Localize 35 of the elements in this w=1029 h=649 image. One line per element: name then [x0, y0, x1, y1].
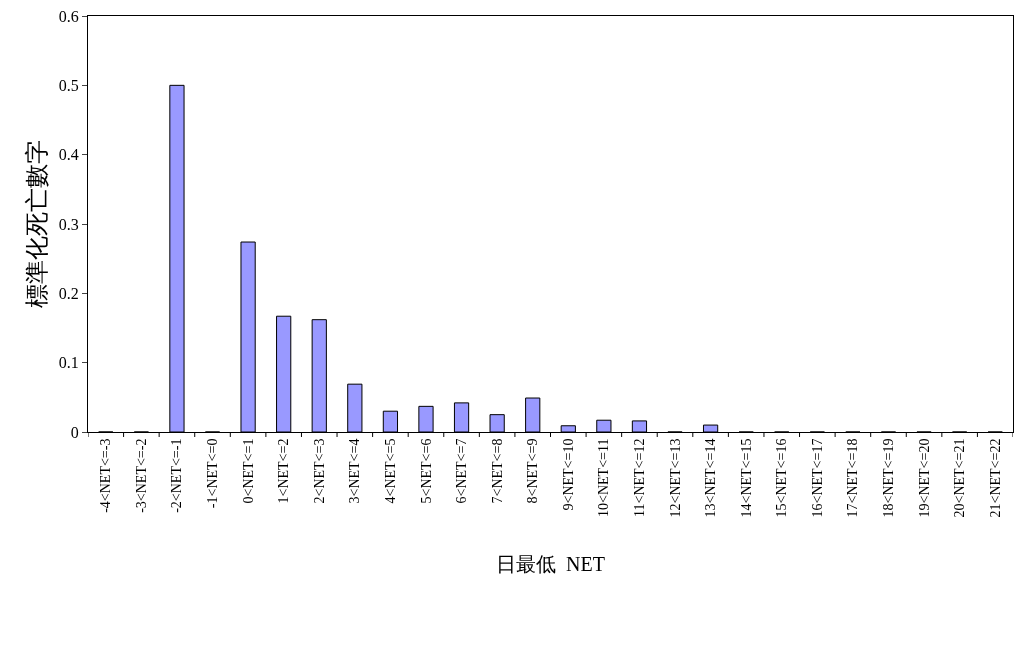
x-tick-label: 0<NET<=1 [240, 438, 256, 504]
x-tick-label: 3<NET<=4 [347, 438, 363, 504]
x-tick-label: 16<NET<=17 [809, 438, 825, 518]
y-tick-label: 0.4 [58, 146, 79, 164]
x-tick-label: 11<NET<=12 [631, 438, 647, 517]
x-axis-title: 日最低 NET [496, 553, 605, 576]
x-tick-label: -3<NET<=-2 [133, 438, 149, 513]
x-tick-label: 18<NET<=19 [881, 438, 897, 518]
x-tick-label: -2<NET<=-1 [169, 438, 185, 513]
x-tick-label: 10<NET<=11 [596, 438, 612, 517]
x-tick-label: 7<NET<=8 [489, 438, 505, 504]
x-tick-label: 4<NET<=5 [382, 438, 398, 504]
y-tick-label: 0.5 [58, 76, 79, 94]
y-tick-label: 0.6 [58, 7, 79, 25]
y-tick-label: 0.3 [58, 215, 79, 233]
x-tick-label: -4<NET<=-3 [98, 438, 114, 513]
y-axis-title: 標準化死亡數字 [23, 140, 50, 308]
x-tick-label: 21<NET<=22 [987, 438, 1003, 518]
x-tick-label: 14<NET<=15 [738, 438, 754, 518]
x-tick-label: 5<NET<=6 [418, 438, 434, 504]
x-tick-label: 15<NET<=16 [774, 438, 790, 518]
x-tick-label: 17<NET<=18 [845, 438, 861, 518]
x-tick-label: 13<NET<=14 [703, 438, 719, 518]
y-tick-label: 0 [70, 423, 79, 441]
y-tick-label: 0.2 [58, 284, 79, 302]
x-tick-label: 20<NET<=21 [952, 438, 968, 518]
x-tick-label: 19<NET<=20 [916, 438, 932, 518]
x-tick-label: 1<NET<=2 [276, 438, 292, 504]
x-tick-label: 6<NET<=7 [454, 438, 470, 504]
x-tick-label: 12<NET<=13 [667, 438, 683, 518]
x-tick-label: 2<NET<=3 [311, 438, 327, 504]
x-tick-label: 9<NET<=10 [560, 438, 576, 511]
x-tick-label: 8<NET<=9 [525, 438, 541, 504]
x-tick-label: -1<NET<=0 [205, 438, 221, 509]
y-tick-label: 0.1 [58, 354, 79, 372]
